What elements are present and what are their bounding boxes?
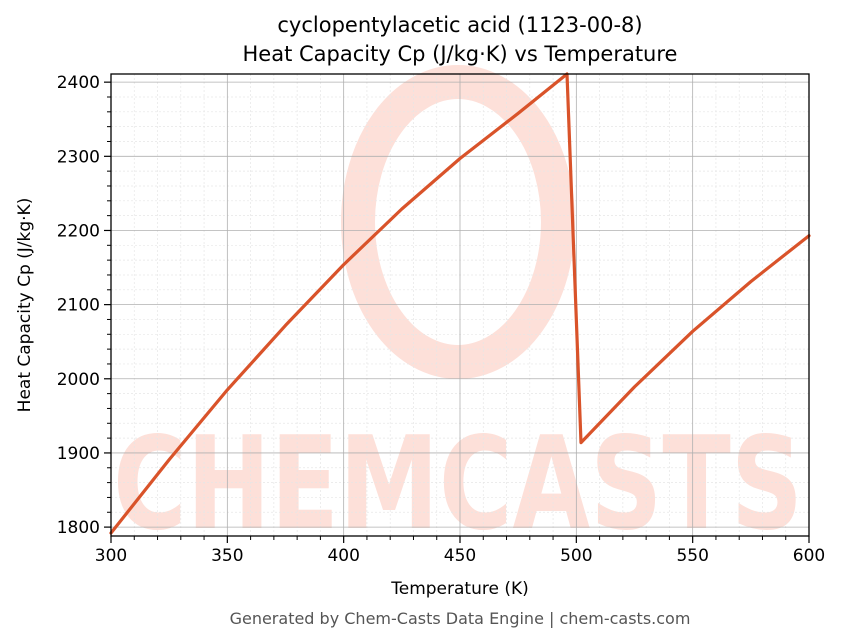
x-axis-label: Temperature (K) [390,579,529,599]
x-tick-label: 300 [95,546,127,566]
x-tick-label: 600 [793,546,825,566]
y-tick-label: 2400 [57,73,100,93]
footer-credit: Generated by Chem-Casts Data Engine | ch… [230,609,691,628]
y-tick-label: 2200 [57,221,100,241]
x-tick-label: 500 [560,546,592,566]
y-tick-label: 1800 [57,518,100,538]
x-tick-label: 450 [444,546,476,566]
chart-title-line2: Heat Capacity Cp (J/kg·K) vs Temperature [243,42,678,66]
y-tick-label: 2300 [57,147,100,167]
x-tick-label: 550 [676,546,708,566]
y-tick-label: 1900 [57,444,100,464]
y-axis-label: Heat Capacity Cp (J/kg·K) [15,198,35,413]
series-line-0 [109,72,811,535]
watermark-text: CHEMCASTS [113,410,803,559]
x-tick-label: 350 [211,546,243,566]
y-tick-label: 2000 [57,370,100,390]
series-layer [109,72,811,535]
y-axis-ticks: 1800 1900 2000 2100 2200 2300 2400 [57,73,111,538]
x-tick-label: 400 [327,546,359,566]
chart-title-line1: cyclopentylacetic acid (1123-00-8) [277,13,642,37]
y-tick-label: 2100 [57,296,100,316]
x-axis-ticks: 300 350 400 450 500 550 600 [95,536,825,566]
chemcasts-watermark: CHEMCASTS [113,65,803,559]
